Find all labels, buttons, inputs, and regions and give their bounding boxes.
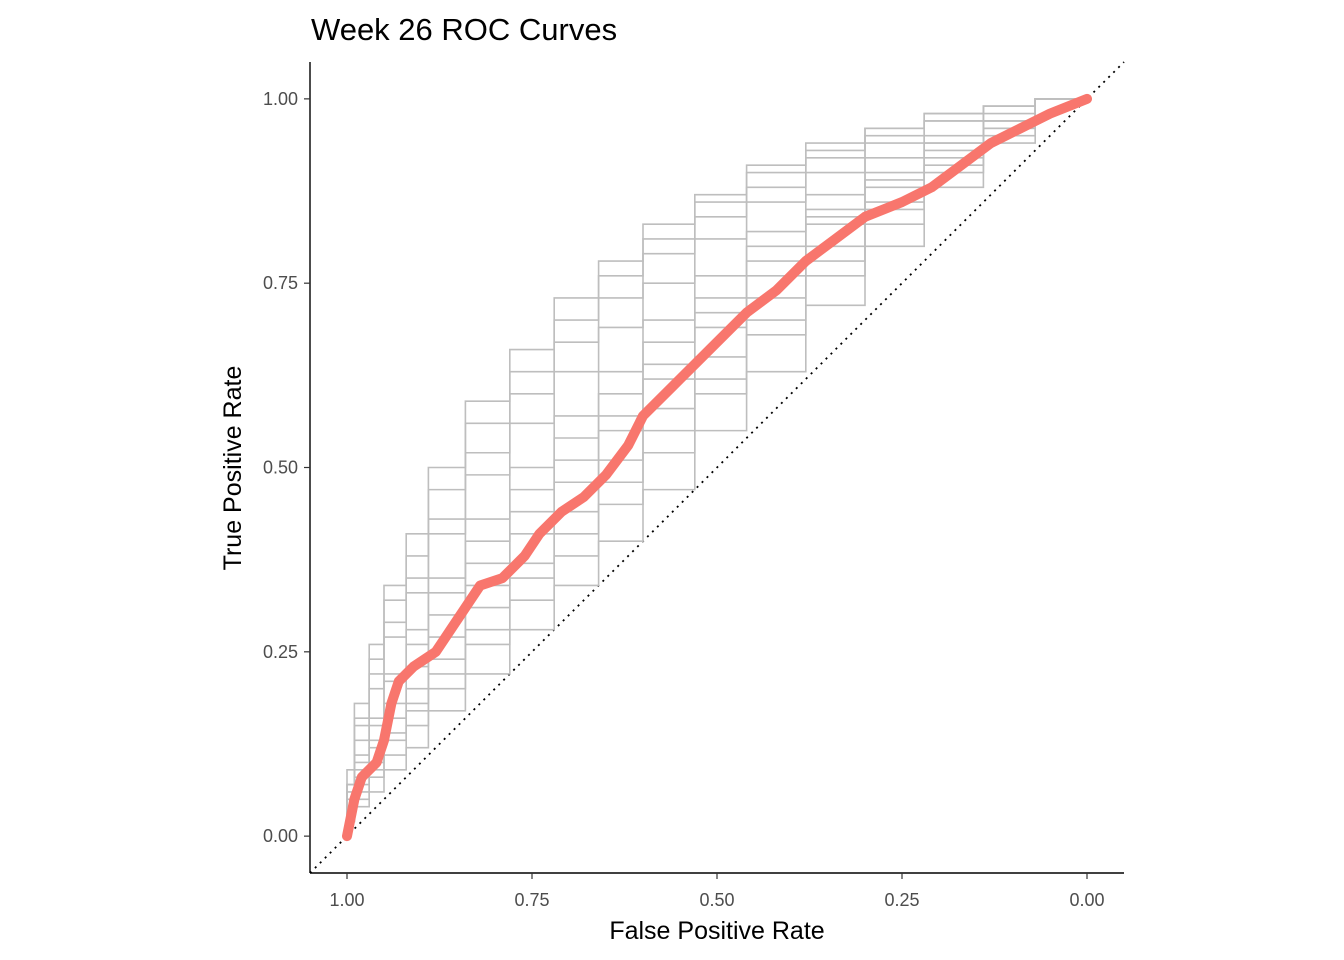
roc-curve-9 xyxy=(346,98,1087,837)
y-tick-label: 0.00 xyxy=(263,826,298,846)
x-tick-label: 0.25 xyxy=(884,890,919,910)
x-tick-label: 1.00 xyxy=(329,890,364,910)
roc-curve-7 xyxy=(346,98,1087,837)
x-axis-label: False Positive Rate xyxy=(609,917,824,945)
y-tick-label: 0.75 xyxy=(263,273,298,293)
axes: 1.00 0.75 0.50 0.25 0.00 0.000.250.500.751.0… xyxy=(263,62,1124,910)
chart-title: Week 26 ROC Curves xyxy=(311,12,617,47)
y-axis-label: True Positive Rate xyxy=(219,366,247,571)
mean-roc-curve-group xyxy=(342,93,1092,842)
y-tick-label: 1.00 xyxy=(263,89,298,109)
y-axis-ticks: 0.00 0.25 0.50 0.75 1.00 xyxy=(263,89,310,846)
x-tick-label: 0.50 xyxy=(699,890,734,910)
diagonal-reference-line xyxy=(309,61,1125,874)
roc-curve-11 xyxy=(346,98,1087,837)
x-axis-ticks: 1.00 0.75 0.50 0.25 0.00 xyxy=(329,873,1105,910)
y-tick-label: 0.25 xyxy=(263,642,298,662)
y-tick-label: 0.50 xyxy=(263,458,298,478)
x-tick-label: 0.75 xyxy=(514,890,549,910)
x-tick-label: 0.00 xyxy=(1069,890,1104,910)
mean-roc-curve xyxy=(342,93,1092,842)
plot-area xyxy=(309,61,1125,874)
individual-roc-curves xyxy=(346,98,1087,837)
